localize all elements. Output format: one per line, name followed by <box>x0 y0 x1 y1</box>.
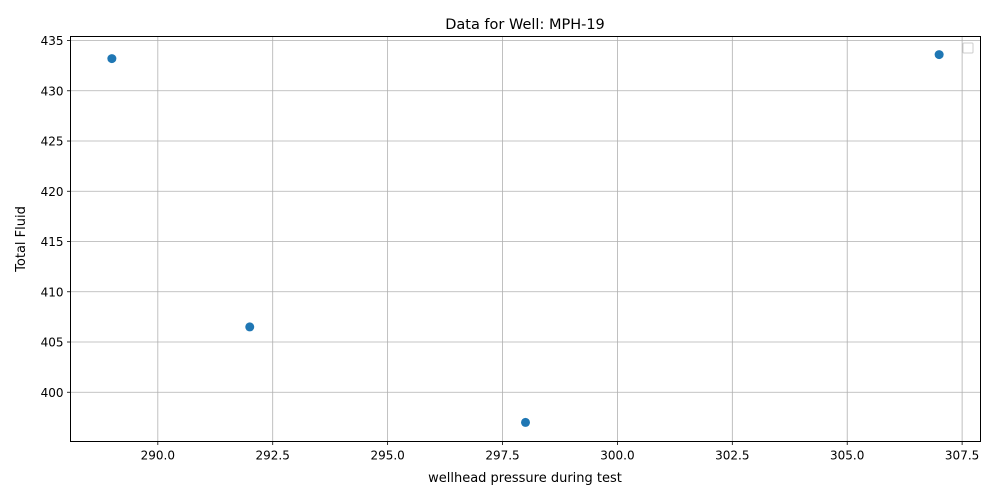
data-point <box>245 322 255 332</box>
x-tick-label: 300.0 <box>600 449 634 463</box>
data-point <box>521 417 530 427</box>
y-tick-label: 420 <box>41 185 64 199</box>
y-tick-label: 430 <box>41 84 64 98</box>
chart-title: Data for Well: MPH-19 <box>445 17 605 33</box>
data-points <box>107 50 944 427</box>
x-tick-label: 295.0 <box>370 449 404 463</box>
y-tick-label: 410 <box>41 285 64 299</box>
x-tick-label: 297.5 <box>485 449 519 463</box>
x-tick-label: 305.0 <box>830 449 864 463</box>
x-axis-ticks: 290.0 292.5 295.0 297.5 300.0 302.5 305.0 307.5 <box>141 441 979 463</box>
legend-box <box>962 42 974 54</box>
y-tick-label: 435 <box>41 34 64 48</box>
y-axis-label: Total Fluid <box>14 206 29 273</box>
x-tick-label: 290.0 <box>141 449 175 463</box>
x-tick-label: 302.5 <box>715 449 749 463</box>
x-tick-label: 307.5 <box>945 449 979 463</box>
x-tick-label: 292.5 <box>256 449 290 463</box>
y-tick-label: 415 <box>41 235 64 249</box>
x-axis-label: wellhead pressure during test <box>428 471 622 486</box>
y-axis-ticks: 400 405 410 415 420 425 430 435 <box>41 34 71 400</box>
plot-area-frame <box>70 36 981 442</box>
grid <box>70 36 981 442</box>
data-point <box>107 54 117 64</box>
y-tick-label: 425 <box>41 135 64 149</box>
data-point <box>934 50 944 60</box>
y-tick-label: 400 <box>41 386 64 400</box>
y-tick-label: 405 <box>41 336 64 350</box>
